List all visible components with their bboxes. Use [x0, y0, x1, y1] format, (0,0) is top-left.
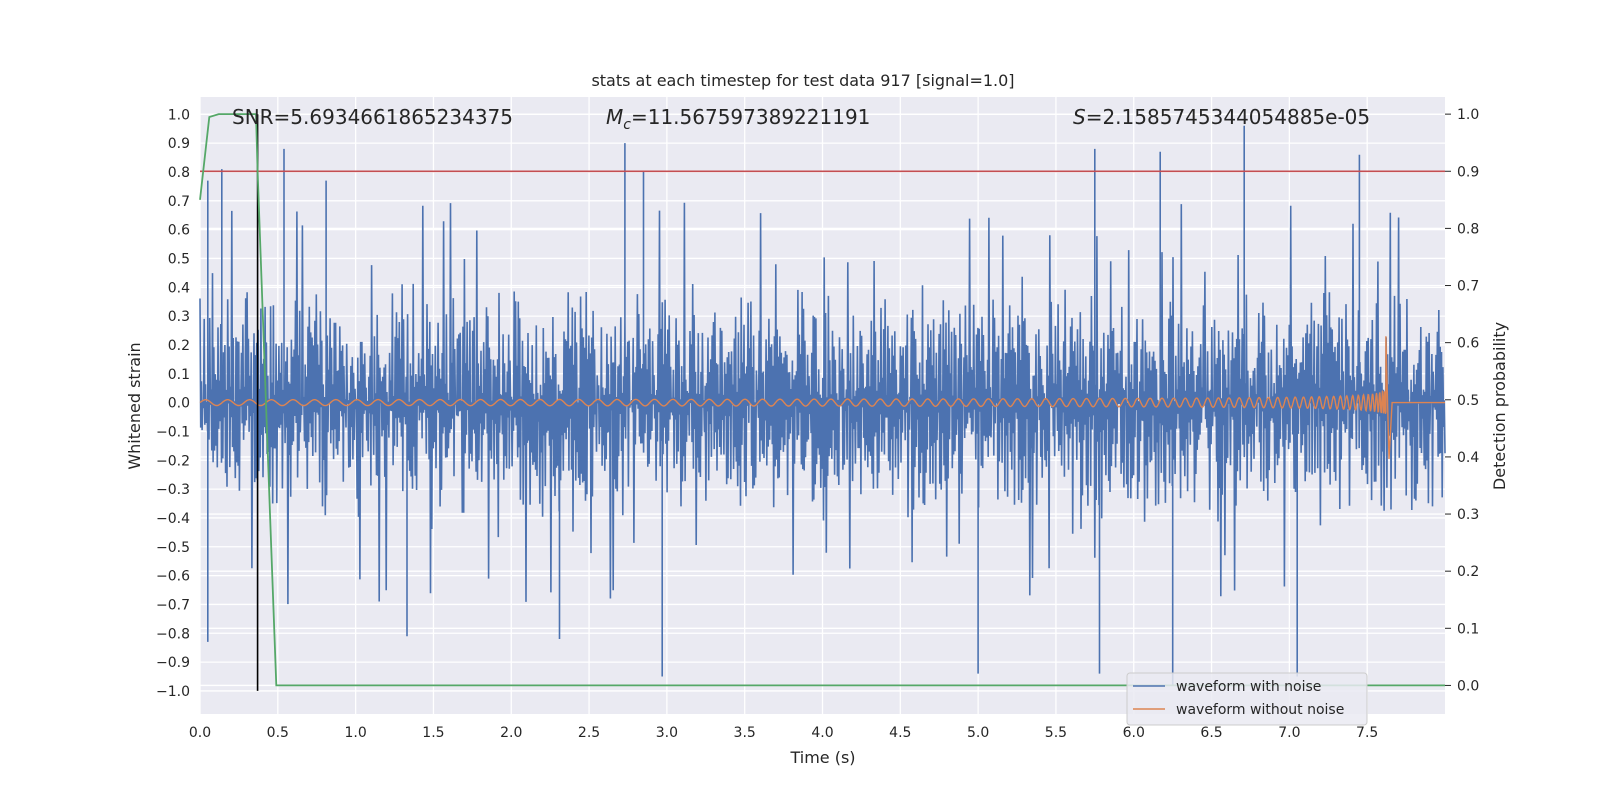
y-tick-label: −0.1 [156, 424, 190, 440]
y2-tick-label: 0.9 [1457, 164, 1479, 180]
y-tick-label: −0.2 [156, 453, 190, 469]
x-tick-label: 0.5 [267, 725, 289, 741]
chirp-mass-value: =11.567597389221191 [631, 105, 870, 129]
y2-axis-label: Detection probability [1490, 322, 1509, 490]
y-axis-ticks: 1.0 0.9 0.8 0.7 0.6 0.5 0.4 0.3 0.2 0.1 0.0 −0.1 −0.… [156, 107, 190, 700]
x-tick-label: 2.0 [500, 725, 522, 741]
x-tick-label: 7.5 [1356, 725, 1378, 741]
x-tick-label: 7.0 [1278, 725, 1300, 741]
y2-tick-label: 0.2 [1457, 564, 1479, 580]
y-tick-label: 0.7 [168, 194, 190, 210]
chirp-mass-subscript: c [623, 117, 631, 133]
x-tick-label: 4.0 [811, 725, 833, 741]
y-tick-label: 0.3 [168, 309, 190, 325]
y-tick-label: −0.8 [156, 626, 190, 642]
y-tick-label: 0.4 [168, 280, 190, 296]
x-tick-label: 6.5 [1200, 725, 1222, 741]
x-tick-label: 5.0 [967, 725, 989, 741]
x-tick-label: 1.0 [344, 725, 366, 741]
y2-tick-label: 0.8 [1457, 221, 1479, 237]
y-tick-label: −0.4 [156, 511, 190, 527]
chart-title: stats at each timestep for test data 917… [591, 71, 1014, 90]
x-tick-label: 0.0 [189, 725, 211, 741]
y-tick-label: −0.5 [156, 540, 190, 556]
snr-annotation: SNR=5.6934661865234375 [232, 105, 513, 129]
y2-tick-label: 0.3 [1457, 507, 1479, 523]
y2-tick-label: 1.0 [1457, 107, 1479, 123]
y-tick-label: 0.6 [168, 223, 190, 239]
data-series [199, 113, 1446, 691]
x-axis-ticks: 0.0 0.5 1.0 1.5 2.0 2.5 3.0 3.5 4.0 4.5 5.0 5.5 6.0 6… [189, 725, 1378, 741]
x-tick-label: 3.5 [734, 725, 756, 741]
y-tick-label: 0.2 [168, 338, 190, 354]
y-tick-label: 1.0 [168, 107, 190, 123]
s-symbol: S [1073, 105, 1086, 129]
legend: waveform with noise waveform without noi… [1126, 672, 1368, 726]
x-tick-label: 2.5 [578, 725, 600, 741]
chirp-mass-annotation: Mc=11.567597389221191 [606, 105, 870, 133]
s-value: =2.1585745344054885e-05 [1086, 105, 1370, 129]
y-tick-label: 0.8 [168, 165, 190, 181]
y2-tick-label: 0.6 [1457, 336, 1479, 352]
y-tick-label: −0.9 [156, 655, 190, 671]
series-waveform-without-noise [199, 336, 1445, 460]
y2-tick-label: 0.5 [1457, 393, 1479, 409]
y-tick-label: −0.6 [156, 569, 190, 585]
x-tick-label: 5.5 [1045, 725, 1067, 741]
x-tick-label: 1.5 [422, 725, 444, 741]
legend-label-noise: waveform with noise [1176, 679, 1321, 695]
y-tick-label: 0.1 [168, 367, 190, 383]
y-tick-label: −1.0 [156, 684, 190, 700]
y2-axis-ticks: 1.0 0.9 0.8 0.7 0.6 0.5 0.4 0.3 0.2 0.1 0.0 [1445, 107, 1479, 694]
y2-tick-label: 0.7 [1457, 279, 1479, 295]
x-tick-label: 3.0 [656, 725, 678, 741]
y-tick-label: −0.7 [156, 597, 190, 613]
x-tick-label: 4.5 [889, 725, 911, 741]
s-annotation: S=2.1585745344054885e-05 [1073, 105, 1370, 129]
legend-box [1126, 672, 1368, 726]
series-detection-probability [199, 113, 1445, 687]
x-tick-label: 6.0 [1123, 725, 1145, 741]
x-axis-label: Time (s) [789, 748, 855, 767]
y-axis-label: Whitened strain [125, 342, 144, 469]
y-tick-label: −0.3 [156, 482, 190, 498]
legend-label-clean: waveform without noise [1176, 702, 1344, 718]
series-waveform-with-noise [199, 125, 1446, 686]
y-tick-label: 0.9 [168, 136, 190, 152]
y-tick-label: 0.5 [168, 251, 190, 267]
y2-tick-label: 0.4 [1457, 450, 1479, 466]
chirp-mass-symbol: M [606, 105, 623, 129]
annotations: SNR=5.6934661865234375 Mc=11.56759738922… [232, 105, 1370, 133]
y2-tick-label: 0.1 [1457, 621, 1479, 637]
y-tick-label: 0.0 [168, 396, 190, 412]
y2-tick-label: 0.0 [1457, 678, 1479, 694]
